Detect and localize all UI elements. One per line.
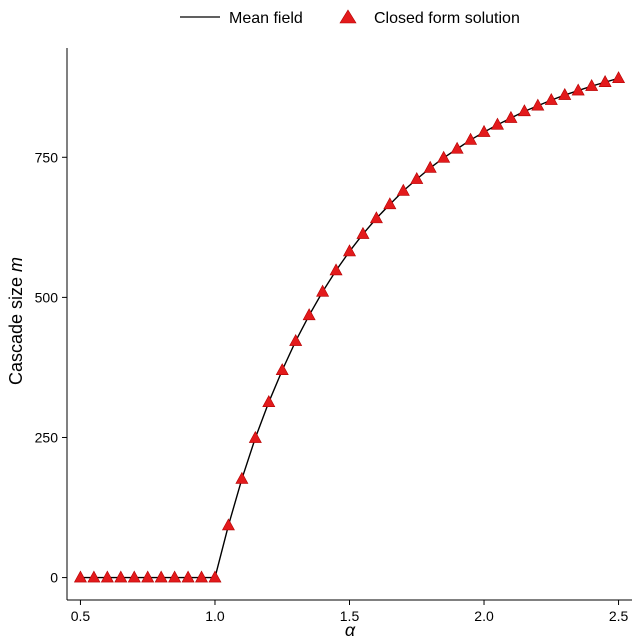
data-point-triangle: [410, 172, 424, 184]
y-axis-title-text: Cascade size: [6, 272, 26, 385]
data-point-triangle: [208, 570, 222, 583]
legend-label-closed-form-solution: Closed form solution: [374, 10, 520, 27]
y-tick-label: 250: [35, 429, 59, 445]
data-point-triangle: [598, 75, 612, 87]
data-point-triangle: [544, 92, 558, 105]
data-point-triangle: [127, 570, 141, 583]
data-point-triangle: [154, 570, 168, 583]
x-axis-title: α: [345, 620, 356, 638]
x-tick-label: 2.5: [609, 608, 629, 624]
y-ticks: 0 250 500 750: [35, 149, 67, 586]
data-point-triangle: [248, 430, 262, 443]
data-point-triangle: [329, 263, 343, 276]
series-line-mean-field: [80, 77, 619, 579]
data-point-triangle: [262, 395, 276, 407]
data-point-triangle: [531, 98, 545, 111]
data-point-triangle: [571, 83, 585, 96]
y-tick-label: 750: [35, 149, 59, 165]
data-point-triangle: [275, 363, 289, 376]
data-point-triangle: [87, 570, 101, 583]
data-point-triangle: [369, 211, 383, 224]
data-point-triangle: [168, 570, 182, 583]
data-point-triangle: [195, 570, 209, 583]
data-point-triangle: [73, 570, 87, 583]
y-tick-label: 0: [50, 570, 58, 586]
data-point-triangle: [316, 284, 330, 297]
data-point-triangle: [423, 160, 437, 173]
x-tick-label: 1.5: [340, 608, 360, 624]
data-point-triangle: [356, 226, 370, 239]
data-point-triangle: [517, 104, 531, 117]
legend: Mean field Closed form solution: [180, 9, 520, 27]
data-point-triangle: [585, 78, 599, 91]
y-axis-title-variable: m: [6, 257, 26, 272]
data-point-triangle: [396, 183, 410, 196]
data-point-triangle: [114, 570, 128, 583]
x-ticks: 0.5 1.0 1.5 2.0 2.5: [71, 600, 629, 624]
data-point-triangle: [221, 518, 235, 531]
data-point-triangle: [235, 471, 249, 484]
data-point-triangle: [181, 570, 195, 583]
legend-label-mean-field: Mean field: [229, 10, 303, 27]
data-point-triangle: [289, 333, 303, 346]
data-point-triangle: [302, 308, 316, 321]
data-point-triangle: [504, 110, 518, 123]
data-point-triangle: [383, 197, 397, 210]
y-tick-label: 500: [35, 289, 59, 305]
data-point-triangle: [342, 244, 357, 257]
x-tick-label: 2.0: [474, 608, 494, 624]
data-point-triangle: [464, 132, 478, 145]
data-point-triangle: [612, 71, 626, 84]
data-point-triangle: [477, 124, 491, 137]
x-tick-label: 0.5: [71, 608, 91, 624]
data-point-triangle: [437, 150, 451, 163]
data-point-triangle: [490, 117, 504, 130]
data-point-triangle: [100, 570, 114, 583]
plot-area: [73, 71, 626, 583]
data-point-triangle: [141, 570, 155, 583]
legend-triangle-swatch: [339, 9, 357, 24]
data-point-triangle: [558, 87, 572, 100]
y-axis-title: Cascade size m: [6, 257, 26, 385]
x-tick-label: 1.0: [205, 608, 225, 624]
data-point-triangle: [450, 141, 464, 154]
